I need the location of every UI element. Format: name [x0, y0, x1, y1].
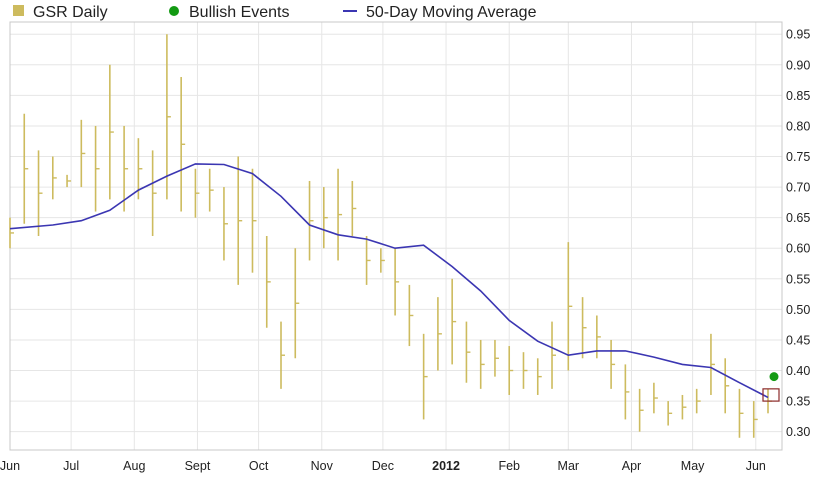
y-tick-label: 0.55 — [786, 272, 810, 286]
x-tick-label: Mar — [558, 459, 580, 473]
x-tick-label: May — [681, 459, 705, 473]
x-tick-label: Dec — [372, 459, 394, 473]
y-tick-label: 0.40 — [786, 364, 810, 378]
x-tick-label: Nov — [311, 459, 334, 473]
y-tick-label: 0.30 — [786, 425, 810, 439]
latest-bar-highlight — [762, 388, 780, 402]
x-tick-label: Oct — [249, 459, 269, 473]
legend-moving-average-label[interactable]: 50-Day Moving Average — [366, 4, 537, 21]
x-tick-label: Jun — [746, 459, 766, 473]
y-tick-label: 0.50 — [786, 303, 810, 317]
legend-gsr-daily-swatch — [13, 5, 24, 16]
x-tick-label: 2012 — [432, 459, 460, 473]
y-tick-label: 0.95 — [786, 28, 810, 42]
plot-area — [9, 21, 783, 451]
y-tick-label: 0.60 — [786, 242, 810, 256]
y-axis: 0.30 0.35 0.40 0.45 0.50 0.55 0.60 0.65 0.70 0.75… — [786, 28, 810, 439]
x-tick-label: Aug — [123, 459, 145, 473]
legend-gsr-daily-label[interactable]: GSR Daily — [33, 4, 108, 21]
grid — [9, 22, 782, 450]
y-tick-label: 0.90 — [786, 58, 810, 72]
bullish-event-marker[interactable] — [769, 372, 779, 382]
y-tick-label: 0.45 — [786, 333, 810, 347]
y-tick-label: 0.75 — [786, 150, 810, 164]
legend-bullish-events-label[interactable]: Bullish Events — [189, 4, 290, 21]
legend-bullish-events-swatch — [169, 6, 179, 16]
gsr-daily-series — [9, 34, 772, 438]
y-tick-label: 0.65 — [786, 211, 810, 225]
y-tick-label: 0.85 — [786, 89, 810, 103]
x-tick-label: Jun — [0, 459, 20, 473]
bullish-events-series — [762, 372, 780, 402]
moving-average-line — [9, 163, 769, 399]
y-tick-label: 0.70 — [786, 181, 810, 195]
x-tick-label: Feb — [498, 459, 520, 473]
x-tick-label: Apr — [622, 459, 641, 473]
y-tick-label: 0.80 — [786, 119, 810, 133]
y-tick-label: 0.35 — [786, 395, 810, 409]
x-axis: Jun Jul Aug Sept Oct Nov Dec 2012 Feb Mar Apr May Ju… — [0, 459, 766, 473]
x-tick-label: Jul — [63, 459, 79, 473]
legend: GSR Daily Bullish Events 50-Day Moving A… — [13, 4, 537, 21]
x-tick-label: Sept — [185, 459, 211, 473]
